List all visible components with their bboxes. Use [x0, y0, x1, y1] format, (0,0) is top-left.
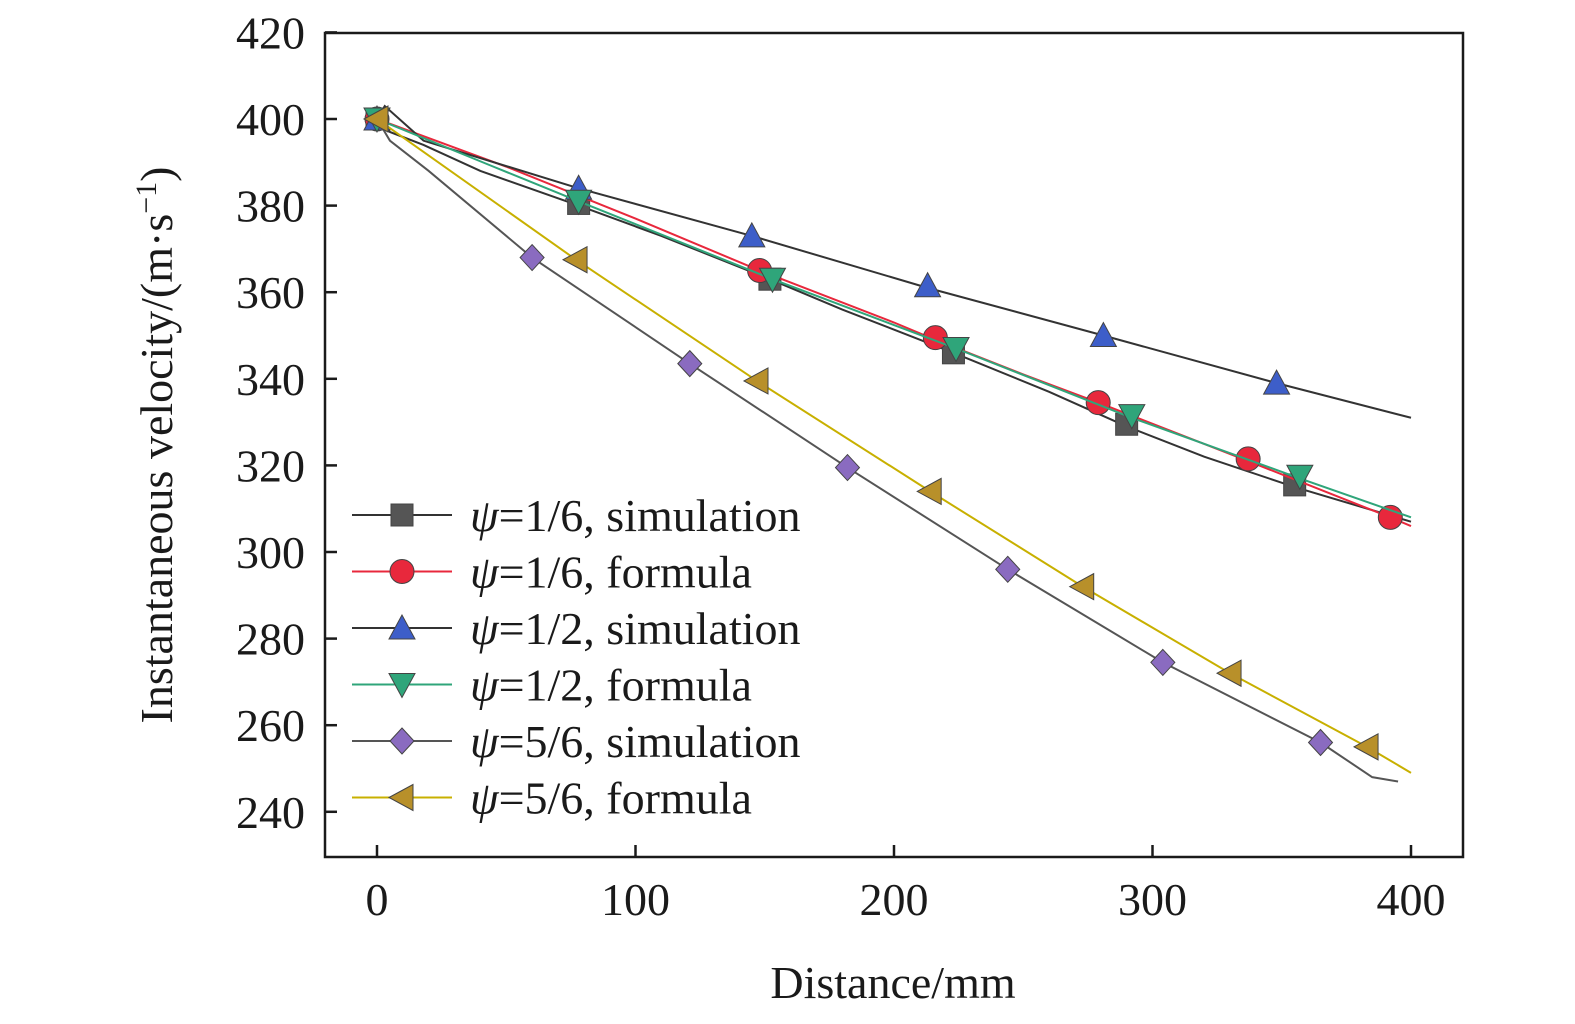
x-axis: 0 100 200 300 400: [366, 845, 1446, 925]
y-tick-label: 300: [236, 527, 305, 578]
series-layer: [362, 104, 1412, 783]
legend-label-text: =1/2, simulation: [499, 603, 801, 654]
y-tick-label: 420: [236, 7, 305, 58]
legend-label: ψ=5/6, simulation: [470, 716, 801, 767]
series-line: [376, 118, 1412, 519]
legend-item-5: ψ=5/6, simulation: [352, 716, 801, 767]
x-tick-label: 400: [1377, 874, 1446, 925]
series-point: [1216, 659, 1242, 688]
x-tick-label: 300: [1118, 874, 1187, 925]
series-point: [742, 367, 769, 395]
y-tick-label: 240: [236, 787, 305, 838]
series-point: [561, 245, 588, 274]
y-tick-label: 260: [236, 700, 305, 751]
legend-label: ψ=1/2, simulation: [470, 603, 801, 654]
y-tick-label: 280: [236, 614, 305, 665]
y-axis-title-main: Instantaneous velocity/(m·s: [131, 214, 182, 724]
legend-label-symbol: ψ: [470, 490, 500, 541]
legend-marker: [388, 673, 416, 699]
legend-item-3: ψ=1/2, simulation: [352, 603, 801, 654]
series-point: [737, 221, 766, 248]
series-point: [758, 267, 787, 294]
series-point: [1089, 321, 1118, 347]
series-point: [677, 349, 703, 378]
legend-item-2: ψ=1/6, formula: [352, 547, 752, 598]
series-point: [942, 336, 970, 363]
y-axis-title: Instantaneous velocity/(m·s−1): [130, 167, 182, 724]
y-tick-label: 320: [236, 440, 305, 491]
legend-item-4: ψ=1/2, formula: [352, 660, 752, 711]
legend-marker: [389, 727, 415, 755]
series-3: [363, 104, 1412, 419]
legend-label-text: =5/6, simulation: [499, 716, 801, 767]
legend-label-text: =1/6, simulation: [499, 490, 801, 541]
legend-label-symbol: ψ: [470, 660, 500, 711]
series-line: [376, 118, 1412, 523]
series-point: [916, 477, 942, 506]
legend-label-text: =1/2, formula: [499, 660, 752, 711]
y-axis: 240 260 280 300 320 340 360 380 400 420: [236, 7, 337, 838]
series-6: [362, 105, 1412, 774]
legend-label-text: =5/6, formula: [499, 773, 752, 824]
y-tick-label: 340: [236, 354, 305, 405]
legend-marker: [389, 559, 415, 584]
legend-item-6: ψ=5/6, formula: [352, 773, 752, 824]
series-point: [1307, 728, 1334, 757]
legend-label-symbol: ψ: [470, 716, 500, 767]
legend-label: ψ=1/6, formula: [470, 547, 752, 598]
y-axis-title-close: ): [131, 167, 182, 182]
series-point: [564, 189, 593, 216]
legend-label: ψ=1/6, simulation: [470, 490, 801, 541]
series-point: [1085, 390, 1111, 416]
series-line: [376, 118, 1412, 774]
series-point: [1117, 404, 1146, 430]
legend-marker: [388, 613, 416, 640]
series-point: [834, 453, 861, 482]
series-point: [913, 271, 942, 298]
series-point: [362, 105, 389, 133]
legend-marker: [390, 503, 414, 527]
legend-item-1: ψ=1/6, simulation: [352, 490, 801, 541]
series-point: [1377, 504, 1403, 530]
series-point: [1262, 369, 1291, 395]
series-point: [1150, 648, 1176, 677]
legend-label-symbol: ψ: [470, 773, 500, 824]
series-point: [1286, 464, 1314, 491]
series-5: [376, 118, 1399, 783]
series-point: [519, 243, 545, 272]
x-axis-title: Distance/mm: [770, 957, 1015, 1008]
y-tick-label: 400: [236, 94, 305, 145]
x-tick-label: 100: [601, 874, 670, 925]
legend-marker: [387, 783, 414, 812]
y-axis-title-exponent: −1: [130, 182, 163, 214]
legend-label-text: =1/6, formula: [499, 547, 752, 598]
x-tick-label: 0: [366, 874, 389, 925]
y-tick-label: 360: [236, 267, 305, 318]
legend-label-symbol: ψ: [470, 547, 500, 598]
x-tick-label: 200: [860, 874, 929, 925]
series-point: [1353, 733, 1379, 761]
legend-label-symbol: ψ: [470, 603, 500, 654]
legend-label: ψ=1/2, formula: [470, 660, 752, 711]
series-point: [995, 555, 1021, 584]
y-tick-label: 380: [236, 181, 305, 232]
series-point: [1068, 572, 1095, 601]
legend-label: ψ=5/6, formula: [470, 773, 752, 824]
